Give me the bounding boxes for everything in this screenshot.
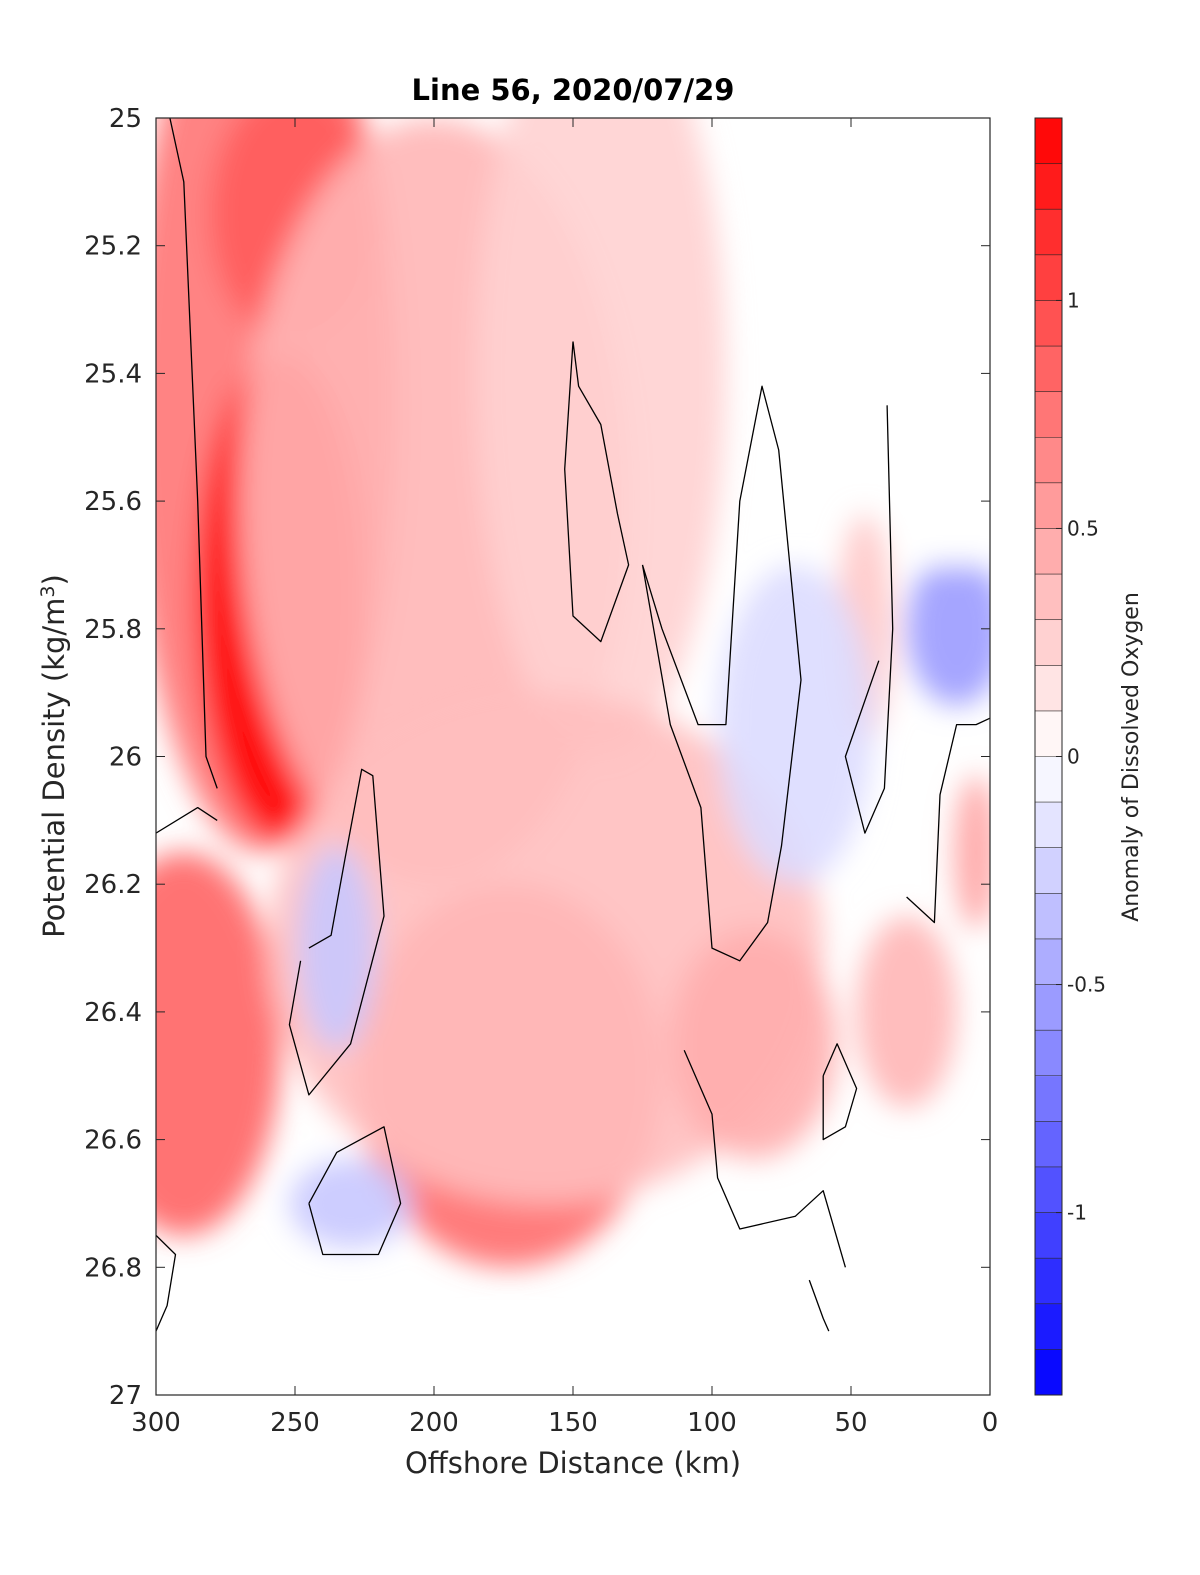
y-tick-label: 27: [109, 1381, 142, 1411]
x-tick-label: 150: [548, 1408, 598, 1438]
zero-contour-line: [169, 118, 218, 789]
no-data-bottom: [156, 1331, 990, 1395]
anomaly-patch: [289, 1158, 412, 1249]
colorbar-level: [1035, 1075, 1062, 1122]
colorbar-level: [1035, 1303, 1062, 1350]
no-data-nearshore: [920, 118, 990, 565]
colorbar-label: Anomaly of Dissolved Oxygen: [1119, 592, 1144, 922]
colorbar-level: [1035, 254, 1062, 301]
colorbar-level: [1035, 209, 1062, 256]
anomaly-patch: [475, 118, 726, 757]
anomaly-patch: [670, 928, 838, 1159]
y-tick-label: 25.6: [84, 487, 142, 517]
zero-contour-line: [822, 1043, 858, 1141]
colorbar-level: [1035, 619, 1062, 666]
zero-contour-line: [156, 1234, 177, 1332]
y-tick-label: 26.2: [84, 870, 142, 900]
colorbar-level: [1035, 847, 1062, 894]
colorbar-level: [1035, 1166, 1062, 1214]
colorbar-level: [1035, 893, 1062, 940]
colorbar-level: [1035, 437, 1062, 484]
plot-area: [156, 118, 990, 1395]
colorbar-level: [1035, 938, 1062, 986]
anomaly-patch: [856, 916, 957, 1108]
colorbar-level: [1035, 710, 1062, 757]
y-tick-label: 26.6: [84, 1126, 142, 1156]
colorbar-tick-label: 1: [1067, 288, 1080, 312]
x-axis: 300 250 200 150 100 50 0: [131, 118, 998, 1438]
colorbar-level: [1035, 528, 1062, 575]
colorbar: 1 0.5 0 -0.5 -1: [1034, 117, 1106, 1396]
colorbar-level: [1035, 346, 1062, 393]
colorbar-tick-label: 0: [1067, 745, 1080, 769]
zero-contours: [156, 118, 990, 1332]
x-tick-label: 100: [687, 1408, 737, 1438]
colorbar-level: [1035, 1349, 1062, 1396]
x-tick-label: 300: [131, 1408, 181, 1438]
x-tick-label: 200: [409, 1408, 459, 1438]
x-tick-label: 50: [834, 1408, 867, 1438]
y-tick-label: 26: [109, 743, 142, 773]
y-tick-label: 26.4: [84, 998, 142, 1028]
colorbar-tick-label: -0.5: [1067, 973, 1106, 997]
y-axis-label: Potential Density (kg/m3): [37, 574, 71, 938]
zero-contour-line: [683, 1049, 847, 1268]
x-tick-label: 250: [270, 1408, 320, 1438]
zero-contour-line: [308, 1126, 402, 1256]
colorbar-level: [1035, 756, 1062, 803]
zero-contour-line: [564, 341, 630, 643]
colorbar-level: [1035, 482, 1062, 529]
chart-title: Line 56, 2020/07/29: [412, 73, 735, 107]
anomaly-patch: [906, 552, 990, 706]
zero-contour-line: [641, 385, 802, 962]
colorbar-tick-label: 0.5: [1067, 516, 1099, 540]
zero-contour-line: [844, 405, 894, 834]
zero-contour-line: [808, 1279, 830, 1332]
zero-contour-line: [288, 768, 385, 1096]
colorbar-level: [1035, 1212, 1062, 1259]
y-axis: 25 25.2 25.4 25.6 25.8 26 26.2 26.4 26.6 26.8 27: [84, 104, 990, 1411]
anomaly-patch: [156, 852, 282, 1236]
colorbar-level: [1035, 300, 1062, 347]
y-axis-label-superscript: 3: [37, 585, 59, 597]
colorbar-level: [1035, 984, 1062, 1031]
y-tick-label: 25.8: [84, 615, 142, 645]
y-tick-label: 25.2: [84, 232, 142, 262]
y-axis-label-base: Potential Density (kg/m: [37, 598, 71, 938]
zero-contour-line: [156, 806, 218, 834]
colorbar-level: [1035, 1030, 1062, 1077]
anomaly-patch: [953, 775, 990, 929]
colorbar-level: [1035, 574, 1062, 621]
colorbar-level: [1035, 665, 1062, 712]
y-tick-label: 25.4: [84, 359, 142, 389]
y-axis-label-close: ): [37, 574, 71, 585]
y-tick-label: 26.8: [84, 1253, 142, 1283]
anomaly-field: [156, 118, 990, 1395]
y-tick-label: 25: [109, 104, 142, 134]
colorbar-level: [1035, 1258, 1062, 1305]
x-axis-label: Offshore Distance (km): [405, 1446, 741, 1480]
x-tick-label: 0: [982, 1408, 999, 1438]
colorbar-tick-label: -1: [1067, 1201, 1087, 1225]
colorbar-level: [1035, 802, 1062, 849]
colorbar-level: [1035, 1121, 1062, 1168]
colorbar-level: [1035, 163, 1062, 210]
colorbar-level: [1035, 391, 1062, 438]
zero-contour-line: [906, 717, 990, 924]
anomaly-patch: [297, 845, 376, 1051]
colorbar-level: [1035, 118, 1062, 165]
